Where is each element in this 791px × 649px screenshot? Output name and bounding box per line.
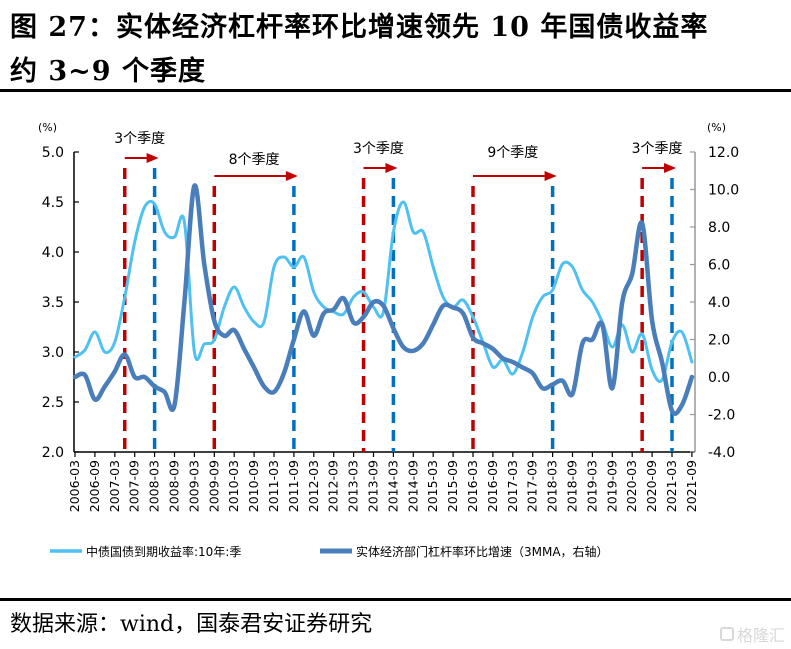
x-tick-label: 2017-09: [525, 460, 540, 512]
x-tick-label: 2008-03: [147, 460, 162, 512]
right-y-tick-label: 2.0: [708, 333, 730, 349]
left-axis-unit: (%): [38, 121, 57, 134]
x-tick-label: 2021-03: [664, 460, 679, 512]
x-tick-label: 2020-09: [644, 460, 659, 512]
x-tick-label: 2016-09: [485, 460, 500, 512]
x-tick-label: 2011-03: [266, 460, 281, 512]
x-tick-label: 2012-09: [326, 460, 341, 512]
right-y-tick-label: -2.0: [708, 408, 735, 424]
data-source: 数据来源：wind，国泰君安证券研究: [10, 612, 373, 637]
x-tick-label: 2009-09: [206, 460, 221, 512]
x-tick-label: 2013-03: [346, 460, 361, 512]
x-tick-label: 2020-03: [624, 460, 639, 512]
x-tick-label: 2012-03: [306, 460, 321, 512]
legend-label: 中债国债到期收益率:10年:季: [86, 544, 241, 559]
top-rule: [0, 89, 791, 92]
x-tick-label: 2006-03: [67, 460, 82, 512]
legend-label: 实体经济部门杠杆率环比增速（3MMA，右轴）: [356, 544, 609, 559]
x-tick-label: 2019-03: [584, 460, 599, 512]
right-y-tick-label: 12.0: [708, 145, 739, 161]
lead-arrow-head: [385, 163, 398, 173]
watermark: 格隆汇: [719, 622, 785, 646]
left-y-tick-label: 2.5: [42, 395, 64, 411]
left-y-tick-label: 5.0: [42, 145, 64, 161]
lead-arrow-head: [285, 171, 298, 181]
right-y-tick-label: 6.0: [708, 258, 730, 274]
bottom-rule: [0, 598, 791, 601]
left-y-tick-label: 2.0: [42, 445, 64, 461]
x-tick-label: 2011-09: [286, 460, 301, 512]
lead-arrow-head: [544, 171, 557, 181]
x-tick-label: 2018-09: [565, 460, 580, 512]
watermark-logo-icon: [719, 627, 734, 641]
x-tick-label: 2007-03: [107, 460, 122, 512]
x-tick-label: 2006-09: [87, 460, 102, 512]
x-tick-label: 2021-09: [684, 460, 699, 512]
left-y-tick-label: 3.5: [42, 295, 64, 311]
x-tick-label: 2009-03: [186, 460, 201, 512]
right-y-tick-label: 4.0: [708, 295, 730, 311]
x-tick-label: 2007-09: [127, 460, 142, 512]
x-tick-label: 2013-09: [366, 460, 381, 512]
lead-arrow-head: [146, 153, 159, 163]
lead-annotation-label: 3个季度: [632, 141, 683, 157]
left-y-tick-label: 4.0: [42, 245, 64, 261]
x-tick-label: 2010-09: [246, 460, 261, 512]
series-line-bond-yield: [73, 199, 694, 384]
right-y-tick-label: 8.0: [708, 220, 730, 236]
x-tick-label: 2015-09: [445, 460, 460, 512]
lead-annotation-label: 3个季度: [114, 131, 165, 147]
left-y-tick-label: 4.5: [42, 195, 64, 211]
lead-annotation-label: 8个季度: [229, 152, 280, 168]
x-tick-label: 2017-03: [505, 460, 520, 512]
right-axis-unit: (%): [707, 121, 726, 134]
lead-arrow-head: [664, 163, 676, 173]
chart: 5.0 4.5 4.0 3.5 3.0 2.5 2.0 (%) 12.0 10.0 8.0 6.0 4.…: [38, 121, 739, 559]
x-tick-label: 2015-03: [425, 460, 440, 512]
lead-annotation-label: 3个季度: [353, 141, 404, 157]
left-y-tick-label: 3.0: [42, 345, 64, 361]
x-tick-label: 2008-09: [167, 460, 182, 512]
x-tick-label: 2018-03: [545, 460, 560, 512]
watermark-text: 格隆汇: [736, 626, 785, 645]
x-tick-label: 2010-03: [226, 460, 241, 512]
x-tick-label: 2016-03: [465, 460, 480, 512]
series-line-leverage-growth: [72, 183, 695, 416]
x-tick-label: 2019-09: [604, 460, 619, 512]
figure-title-line2: 约 3~9 个季度: [10, 56, 206, 87]
lead-annotation-label: 9个季度: [487, 145, 538, 161]
right-y-tick-label: 10.0: [708, 183, 739, 199]
right-y-tick-label: 0.0: [708, 370, 730, 386]
x-tick-label: 2014-09: [405, 460, 420, 512]
figure-title-line1: 图 27：实体经济杠杆率环比增速领先 10 年国债收益率: [10, 12, 709, 43]
right-y-tick-label: -4.0: [708, 445, 735, 461]
x-tick-label: 2014-03: [385, 460, 400, 512]
figure-title: 图 27：实体经济杠杆率环比增速领先 10 年国债收益率 约 3~9 个季度: [10, 6, 785, 94]
